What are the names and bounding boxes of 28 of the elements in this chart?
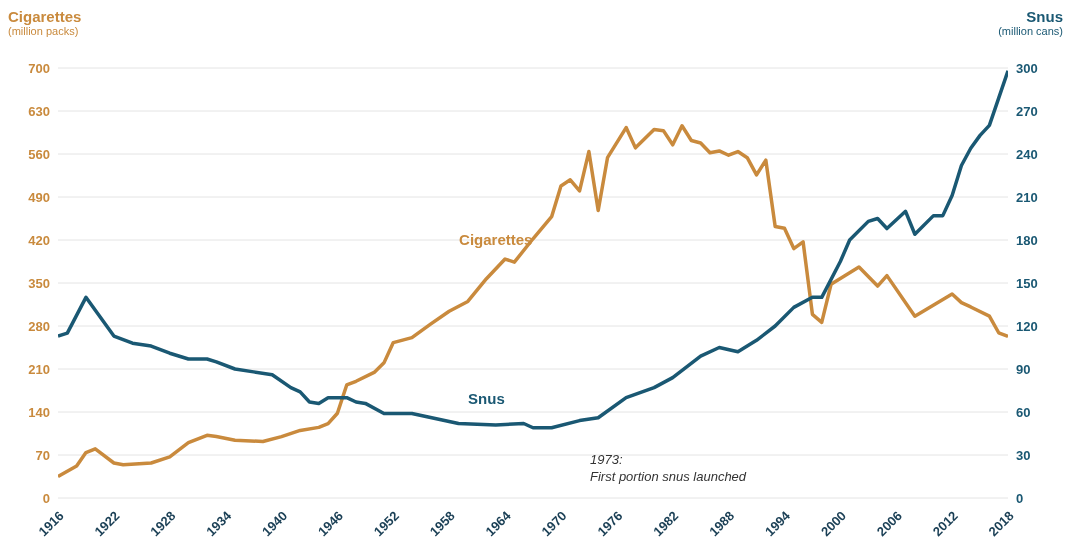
y2-tick-label: 270 xyxy=(1016,103,1038,119)
y-tick-label: 0 xyxy=(42,490,50,506)
y2-tick-label: 150 xyxy=(1016,275,1038,291)
y-tick-label: 140 xyxy=(28,404,50,420)
y2-tick-label: 300 xyxy=(1016,60,1038,76)
annotation: 1973: First portion snus launched xyxy=(590,451,747,484)
y2-axis-title: Snus (million cans) xyxy=(998,8,1063,37)
y2-tick-label: 180 xyxy=(1016,232,1038,248)
y-tick-label: 700 xyxy=(28,60,50,76)
y-tick-label: 70 xyxy=(35,447,50,463)
y-tick-label: 420 xyxy=(28,232,50,248)
y2-tick-label: 30 xyxy=(1016,447,1031,463)
y2-tick-label: 210 xyxy=(1016,189,1038,205)
y2-tick-label: 120 xyxy=(1016,318,1038,334)
series-label: Cigarettes xyxy=(459,231,533,249)
y2-tick-label: 0 xyxy=(1016,490,1024,506)
y2-tick-label: 60 xyxy=(1016,404,1031,420)
y2-tick-label: 90 xyxy=(1016,361,1031,377)
y-tick-label: 350 xyxy=(28,275,50,291)
line-series xyxy=(58,69,1008,430)
y-tick-label: 490 xyxy=(28,189,50,205)
y-tick-label: 210 xyxy=(28,361,50,377)
series-label: Snus xyxy=(468,390,505,408)
y2-tick-label: 240 xyxy=(1016,146,1038,162)
y-tick-label: 560 xyxy=(28,146,50,162)
y-tick-label: 630 xyxy=(28,103,50,119)
y-axis-title: Cigarettes (million packs) xyxy=(8,8,82,37)
y-tick-label: 280 xyxy=(28,318,50,334)
